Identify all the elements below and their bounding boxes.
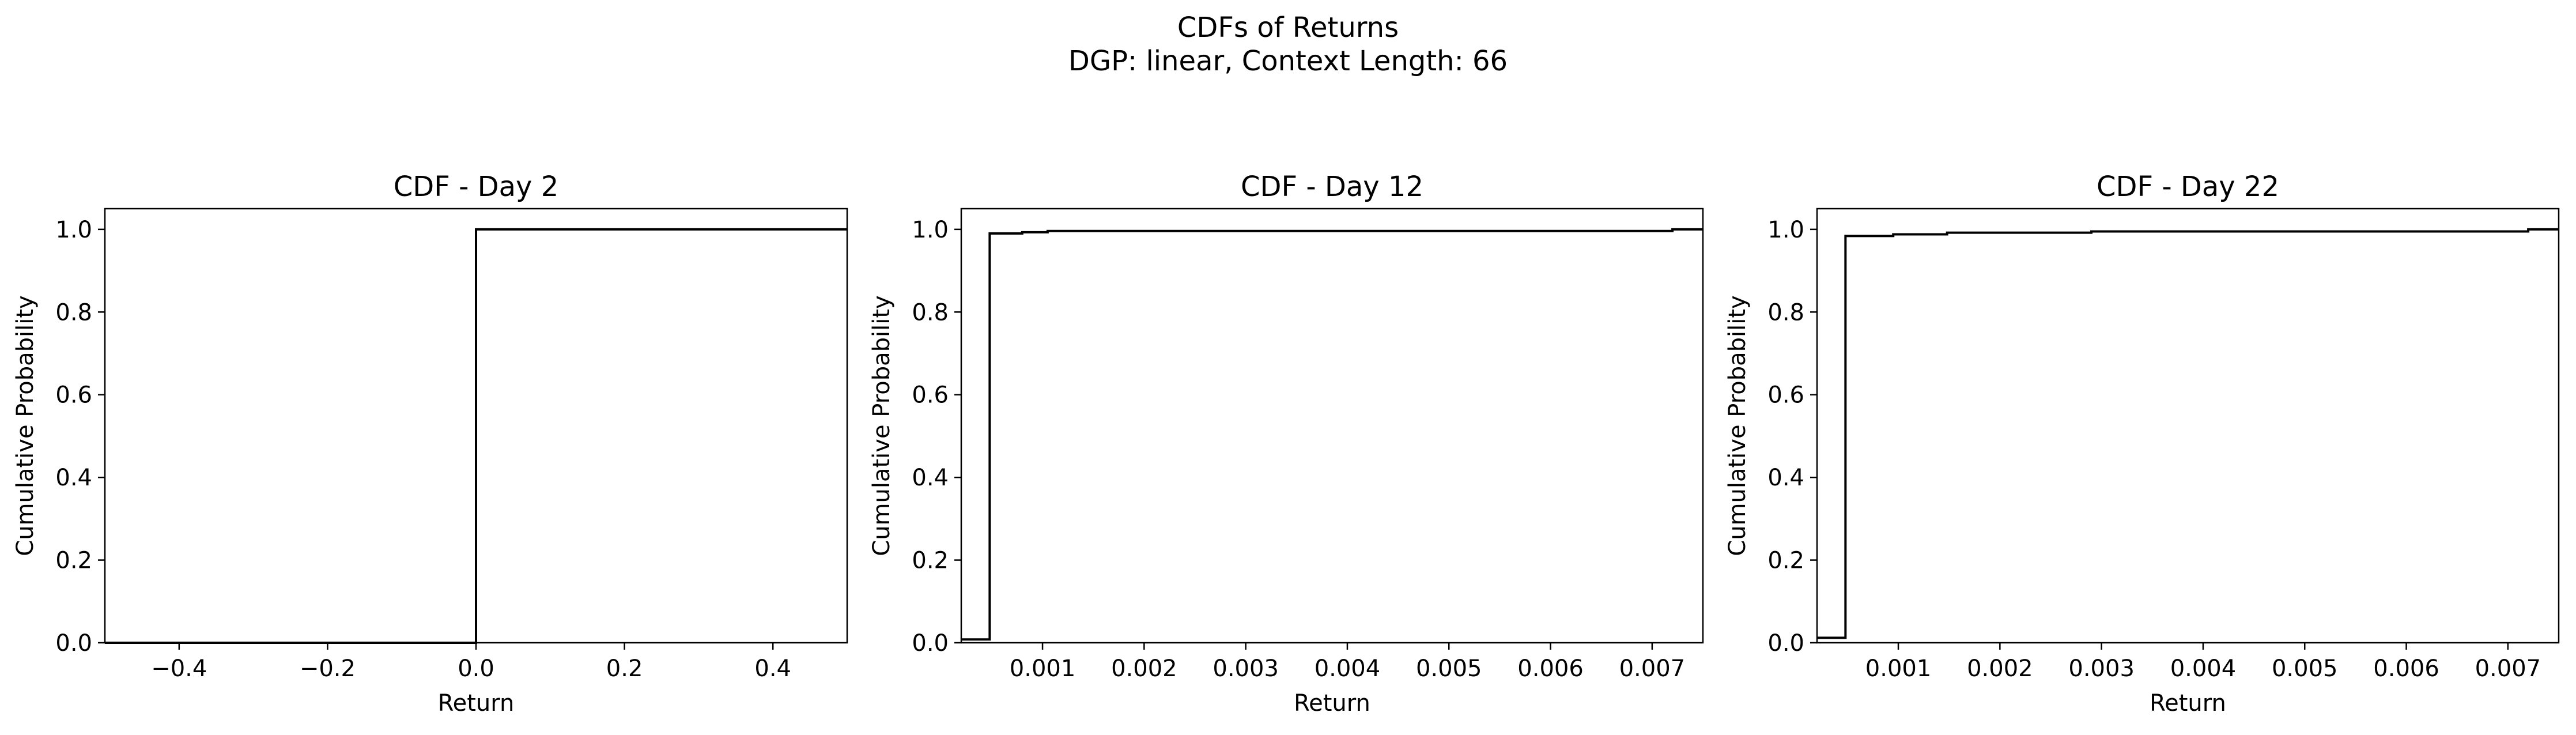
axes-frame (960, 208, 1704, 644)
x-tick-label: 0.003 (2068, 655, 2135, 682)
subplot-title: CDF - Day 2 (394, 171, 559, 203)
x-tick-label: −0.4 (151, 655, 207, 682)
x-axis-label: Return (2150, 690, 2226, 717)
x-tick-label: 0.001 (1865, 655, 1932, 682)
x-tick-label: 0.005 (2272, 655, 2338, 682)
y-tick-label: 0.8 (912, 299, 949, 326)
x-tick-label: 0.007 (2475, 655, 2541, 682)
x-tick-label: −0.2 (300, 655, 356, 682)
subplot-title: CDF - Day 22 (2097, 171, 2279, 203)
x-tick-label: 0.004 (1315, 655, 1381, 682)
y-axis-label: Cumulative Probability (12, 295, 39, 556)
y-tick-label: 0.0 (912, 630, 949, 657)
y-tick-label: 0.0 (1767, 630, 1804, 657)
x-tick-label: 0.004 (2170, 655, 2237, 682)
y-tick-label: 1.0 (912, 217, 949, 243)
y-tick-label: 0.6 (55, 382, 92, 409)
x-tick-label: 0.4 (754, 655, 791, 682)
axes-frame (1816, 208, 2560, 644)
y-tick-label: 0.2 (1767, 548, 1804, 574)
y-tick-label: 0.0 (55, 630, 92, 657)
cdf-step-line (1817, 228, 2559, 639)
cdf-step-line (961, 228, 1703, 641)
y-tick-label: 0.8 (55, 299, 92, 326)
y-tick-label: 0.4 (55, 465, 92, 491)
x-tick-label: 0.001 (1010, 655, 1076, 682)
x-tick-label: 0.0 (458, 655, 494, 682)
subplot-2: 0.001 0.002 0.003 0.004 0.005 0.006 0.007 0.0 0.… (868, 171, 1704, 717)
y-tick-label: 0.8 (1767, 299, 1804, 326)
x-tick-label: 0.006 (1517, 655, 1584, 682)
x-axis-label: Return (438, 690, 515, 717)
y-axis-label: Cumulative Probability (868, 295, 895, 556)
x-tick-label: 0.002 (1967, 655, 2033, 682)
x-axis-label: Return (1294, 690, 1370, 717)
figure-title-line2: DGP: linear, Context Length: 66 (1068, 45, 1508, 77)
x-tick-label: 0.006 (2373, 655, 2439, 682)
y-tick-label: 0.2 (912, 548, 949, 574)
y-tick-label: 0.6 (912, 382, 949, 409)
y-tick-label: 0.4 (912, 465, 949, 491)
x-tick-label: 0.2 (606, 655, 643, 682)
y-tick-label: 1.0 (55, 217, 92, 243)
x-tick-label: 0.003 (1213, 655, 1279, 682)
y-tick-label: 0.2 (55, 548, 92, 574)
x-tick-label: 0.005 (1416, 655, 1482, 682)
subplot-1: −0.4 −0.2 0.0 0.2 0.4 0.0 0.2 0.4 0.6 0.8 1.0 CDF -… (12, 171, 848, 717)
y-tick-label: 1.0 (1767, 217, 1804, 243)
x-tick-label: 0.002 (1111, 655, 1177, 682)
y-tick-label: 0.6 (1767, 382, 1804, 409)
figure-title-line1: CDFs of Returns (1177, 12, 1399, 44)
subplots: −0.4 −0.2 0.0 0.2 0.4 0.0 0.2 0.4 0.6 0.8 1.0 CDF -… (12, 171, 2560, 717)
subplot-title: CDF - Day 12 (1241, 171, 1423, 203)
x-tick-label: 0.007 (1619, 655, 1686, 682)
y-axis-label: Cumulative Probability (1724, 295, 1751, 556)
subplot-3: 0.001 0.002 0.003 0.004 0.005 0.006 0.007 0.0 0.… (1724, 171, 2560, 717)
y-tick-label: 0.4 (1767, 465, 1804, 491)
